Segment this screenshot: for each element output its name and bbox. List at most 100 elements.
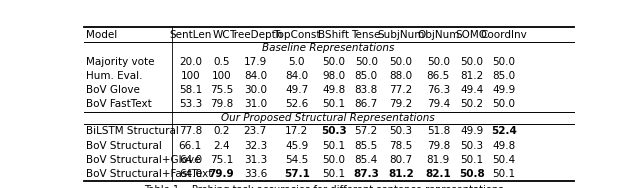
Text: 17.9: 17.9	[244, 57, 267, 67]
Text: 81.9: 81.9	[427, 155, 450, 165]
Text: 58.1: 58.1	[179, 85, 202, 95]
Text: BoV Structural+Glove: BoV Structural+Glove	[86, 155, 200, 165]
Text: Our Proposed Structural Representations: Our Proposed Structural Representations	[221, 113, 435, 123]
Text: TreeDepth: TreeDepth	[228, 30, 282, 39]
Text: 0.5: 0.5	[213, 57, 230, 67]
Text: 49.8: 49.8	[323, 85, 346, 95]
Text: 50.8: 50.8	[459, 169, 484, 179]
Text: 86.5: 86.5	[427, 71, 450, 81]
Text: 77.2: 77.2	[389, 85, 413, 95]
Text: Baseline Representations: Baseline Representations	[262, 43, 394, 53]
Text: 98.0: 98.0	[323, 71, 346, 81]
Text: 50.0: 50.0	[323, 57, 346, 67]
Text: 75.1: 75.1	[210, 155, 233, 165]
Text: 50.0: 50.0	[323, 155, 346, 165]
Text: 80.7: 80.7	[389, 155, 412, 165]
Text: 86.7: 86.7	[355, 99, 378, 109]
Text: SOMO: SOMO	[456, 30, 488, 39]
Text: 50.1: 50.1	[323, 169, 346, 179]
Text: 75.5: 75.5	[210, 85, 233, 95]
Text: 85.0: 85.0	[355, 71, 378, 81]
Text: 79.8: 79.8	[427, 141, 450, 151]
Text: 50.0: 50.0	[493, 99, 516, 109]
Text: 54.5: 54.5	[285, 155, 308, 165]
Text: 85.4: 85.4	[355, 155, 378, 165]
Text: 79.8: 79.8	[210, 99, 233, 109]
Text: 64.0: 64.0	[179, 155, 202, 165]
Text: 50.0: 50.0	[460, 57, 483, 67]
Text: 50.1: 50.1	[493, 169, 516, 179]
Text: 33.6: 33.6	[244, 169, 267, 179]
Text: 85.0: 85.0	[493, 71, 516, 81]
Text: SentLen: SentLen	[169, 30, 212, 39]
Text: 100: 100	[212, 71, 231, 81]
Text: 79.4: 79.4	[427, 99, 450, 109]
Text: 81.2: 81.2	[460, 71, 483, 81]
Text: 66.1: 66.1	[179, 141, 202, 151]
Text: 31.0: 31.0	[244, 99, 267, 109]
Text: 85.5: 85.5	[355, 141, 378, 151]
Text: 77.8: 77.8	[179, 126, 202, 136]
Text: 50.4: 50.4	[493, 155, 516, 165]
Text: 50.0: 50.0	[355, 57, 378, 67]
Text: 50.0: 50.0	[493, 57, 516, 67]
Text: 49.8: 49.8	[492, 141, 516, 151]
Text: 84.0: 84.0	[285, 71, 308, 81]
Text: BoV Glove: BoV Glove	[86, 85, 140, 95]
Text: 45.9: 45.9	[285, 141, 308, 151]
Text: 49.9: 49.9	[460, 126, 483, 136]
Text: 17.2: 17.2	[285, 126, 308, 136]
Text: 83.8: 83.8	[355, 85, 378, 95]
Text: 51.8: 51.8	[427, 126, 450, 136]
Text: 50.3: 50.3	[389, 126, 412, 136]
Text: Table 1.   Probing task accuracies for different sentence representations.: Table 1. Probing task accuracies for dif…	[145, 186, 508, 188]
Text: 50.1: 50.1	[323, 141, 346, 151]
Text: 79.9: 79.9	[209, 169, 234, 179]
Text: Majority vote: Majority vote	[86, 57, 154, 67]
Text: BoV FastText: BoV FastText	[86, 99, 152, 109]
Text: 50.2: 50.2	[460, 99, 483, 109]
Text: 30.0: 30.0	[244, 85, 267, 95]
Text: BoV Structural: BoV Structural	[86, 141, 162, 151]
Text: BShift: BShift	[319, 30, 349, 39]
Text: 57.2: 57.2	[355, 126, 378, 136]
Text: 52.4: 52.4	[491, 126, 517, 136]
Text: 50.0: 50.0	[389, 57, 412, 67]
Text: 87.3: 87.3	[353, 169, 379, 179]
Text: BiLSTM Structural: BiLSTM Structural	[86, 126, 179, 136]
Text: 81.2: 81.2	[388, 169, 414, 179]
Text: 5.0: 5.0	[289, 57, 305, 67]
Text: 84.0: 84.0	[244, 71, 267, 81]
Text: 82.1: 82.1	[426, 169, 451, 179]
Text: 32.3: 32.3	[244, 141, 267, 151]
Text: 100: 100	[180, 71, 200, 81]
Text: CoordInv: CoordInv	[481, 30, 527, 39]
Text: 50.1: 50.1	[460, 155, 483, 165]
Text: ObjNum: ObjNum	[417, 30, 460, 39]
Text: Model: Model	[86, 30, 117, 39]
Text: 20.0: 20.0	[179, 57, 202, 67]
Text: 53.3: 53.3	[179, 99, 202, 109]
Text: 50.1: 50.1	[323, 99, 346, 109]
Text: 79.2: 79.2	[389, 99, 413, 109]
Text: 52.6: 52.6	[285, 99, 308, 109]
Text: 50.3: 50.3	[321, 126, 347, 136]
Text: 0.2: 0.2	[213, 126, 230, 136]
Text: BoV Structural+FastText: BoV Structural+FastText	[86, 169, 212, 179]
Text: 49.9: 49.9	[492, 85, 516, 95]
Text: 49.4: 49.4	[460, 85, 483, 95]
Text: SubjNum: SubjNum	[377, 30, 424, 39]
Text: WC: WC	[212, 30, 230, 39]
Text: 2.4: 2.4	[213, 141, 230, 151]
Text: TopConst: TopConst	[273, 30, 321, 39]
Text: 31.3: 31.3	[244, 155, 267, 165]
Text: 64.0: 64.0	[179, 169, 202, 179]
Text: 57.1: 57.1	[284, 169, 310, 179]
Text: 76.3: 76.3	[427, 85, 450, 95]
Text: 50.3: 50.3	[460, 141, 483, 151]
Text: 88.0: 88.0	[389, 71, 412, 81]
Text: 49.7: 49.7	[285, 85, 308, 95]
Text: Tense: Tense	[351, 30, 381, 39]
Text: Hum. Eval.: Hum. Eval.	[86, 71, 143, 81]
Text: 50.0: 50.0	[427, 57, 450, 67]
